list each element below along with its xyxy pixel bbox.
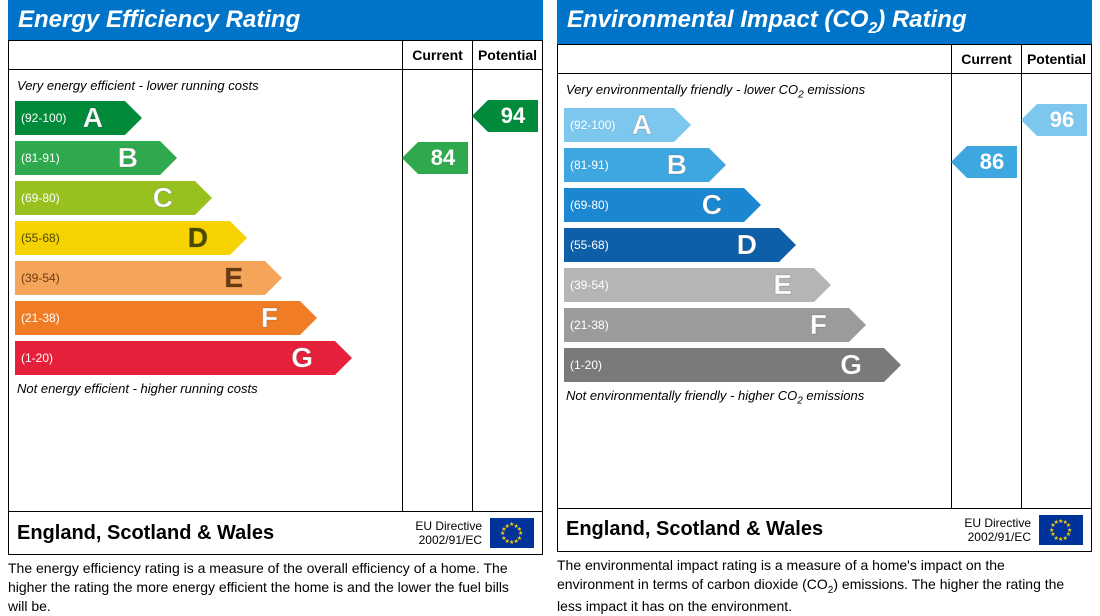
- current-marker: 84: [418, 142, 468, 174]
- band-bar: (39-54) E: [564, 268, 814, 302]
- band-letter: D: [188, 222, 208, 254]
- eu-flag-icon: ★★★★★★★★★★★★: [490, 518, 534, 548]
- band-bar: (21-38) F: [564, 308, 849, 342]
- band-bar: (69-80) C: [564, 188, 744, 222]
- band-range: (92-100): [564, 118, 615, 132]
- band-row-d: (55-68) D: [564, 226, 945, 264]
- header-current: Current: [402, 41, 472, 69]
- current-column: 84: [402, 70, 472, 511]
- band-row-b: (81-91) B: [564, 146, 945, 184]
- energy-efficiency-panel: Energy Efficiency Rating Current Potenti…: [8, 0, 543, 616]
- band-letter: F: [810, 309, 827, 341]
- band-range: (1-20): [15, 351, 53, 365]
- band-range: (21-38): [15, 311, 60, 325]
- region-label: England, Scotland & Wales: [566, 518, 956, 541]
- band-row-a: (92-100) A: [15, 99, 396, 137]
- header-row: Current Potential: [558, 45, 1091, 74]
- band-range: (55-68): [564, 238, 609, 252]
- note-bottom: Not environmentally friendly - higher CO…: [566, 388, 945, 407]
- potential-marker: 94: [488, 100, 538, 132]
- band-bar: (55-68) D: [15, 221, 230, 255]
- footer-row: England, Scotland & Wales EU Directive 2…: [9, 511, 542, 554]
- potential-column: 96: [1021, 74, 1091, 508]
- band-range: (69-80): [564, 198, 609, 212]
- band-range: (1-20): [564, 358, 602, 372]
- band-range: (81-91): [15, 151, 60, 165]
- directive-label: EU Directive 2002/91/EC: [415, 519, 482, 548]
- band-row-f: (21-38) F: [564, 306, 945, 344]
- band-letter: C: [702, 189, 722, 221]
- band-range: (21-38): [564, 318, 609, 332]
- chart-box: Current Potential Very energy efficient …: [8, 40, 543, 555]
- band-letter: G: [291, 342, 313, 374]
- region-label: England, Scotland & Wales: [17, 522, 407, 545]
- note-top: Very environmentally friendly - lower CO…: [566, 82, 945, 101]
- header-current: Current: [951, 45, 1021, 73]
- band-letter: E: [773, 269, 792, 301]
- band-letter: D: [737, 229, 757, 261]
- band-row-f: (21-38) F: [15, 299, 396, 337]
- band-letter: F: [261, 302, 278, 334]
- band-row-d: (55-68) D: [15, 219, 396, 257]
- band-row-c: (69-80) C: [15, 179, 396, 217]
- panel-title: Energy Efficiency Rating: [8, 0, 543, 40]
- bands-container: (92-100) A (81-91) B (69-80) C (55-68) D (39-54)…: [564, 104, 945, 386]
- header-potential: Potential: [472, 41, 542, 69]
- band-bar: (69-80) C: [15, 181, 195, 215]
- current-marker: 86: [967, 146, 1017, 178]
- band-bar: (39-54) E: [15, 261, 265, 295]
- directive-label: EU Directive 2002/91/EC: [964, 516, 1031, 545]
- band-bar: (92-100) A: [564, 108, 674, 142]
- current-column: 86: [951, 74, 1021, 508]
- note-top: Very energy efficient - lower running co…: [17, 78, 396, 93]
- potential-marker: 96: [1037, 104, 1087, 136]
- band-letter: E: [224, 262, 243, 294]
- band-range: (39-54): [15, 271, 60, 285]
- header-potential: Potential: [1021, 45, 1091, 73]
- band-range: (39-54): [564, 278, 609, 292]
- band-row-a: (92-100) A: [564, 106, 945, 144]
- band-bar: (1-20) G: [564, 348, 884, 382]
- band-bar: (81-91) B: [15, 141, 160, 175]
- band-row-g: (1-20) G: [564, 346, 945, 384]
- header-row: Current Potential: [9, 41, 542, 70]
- bands-container: (92-100) A (81-91) B (69-80) C (55-68) D (39-54)…: [15, 97, 396, 379]
- band-letter: A: [632, 109, 652, 141]
- eu-flag-icon: ★★★★★★★★★★★★: [1039, 515, 1083, 545]
- band-bar: (21-38) F: [15, 301, 300, 335]
- bars-column: Very environmentally friendly - lower CO…: [558, 74, 951, 508]
- chart-box: Current Potential Very environmentally f…: [557, 44, 1092, 552]
- band-bar: (92-100) A: [15, 101, 125, 135]
- band-row-b: (81-91) B: [15, 139, 396, 177]
- band-range: (69-80): [15, 191, 60, 205]
- band-row-e: (39-54) E: [564, 266, 945, 304]
- footer-row: England, Scotland & Wales EU Directive 2…: [558, 508, 1091, 551]
- panel-title: Environmental Impact (CO2) Rating: [557, 0, 1092, 44]
- band-row-c: (69-80) C: [564, 186, 945, 224]
- band-row-e: (39-54) E: [15, 259, 396, 297]
- band-bar: (1-20) G: [15, 341, 335, 375]
- band-letter: A: [83, 102, 103, 134]
- band-bar: (81-91) B: [564, 148, 709, 182]
- band-row-g: (1-20) G: [15, 339, 396, 377]
- note-bottom: Not energy efficient - higher running co…: [17, 381, 396, 396]
- potential-column: 94: [472, 70, 542, 511]
- band-letter: B: [118, 142, 138, 174]
- band-letter: B: [667, 149, 687, 181]
- bars-column: Very energy efficient - lower running co…: [9, 70, 402, 511]
- band-range: (81-91): [564, 158, 609, 172]
- band-range: (55-68): [15, 231, 60, 245]
- caption-text: The energy efficiency rating is a measur…: [8, 559, 543, 616]
- band-letter: G: [840, 349, 862, 381]
- band-range: (92-100): [15, 111, 66, 125]
- caption-text: The environmental impact rating is a mea…: [557, 556, 1092, 616]
- environmental-impact-panel: Environmental Impact (CO2) Rating Curren…: [557, 0, 1092, 616]
- band-bar: (55-68) D: [564, 228, 779, 262]
- band-letter: C: [153, 182, 173, 214]
